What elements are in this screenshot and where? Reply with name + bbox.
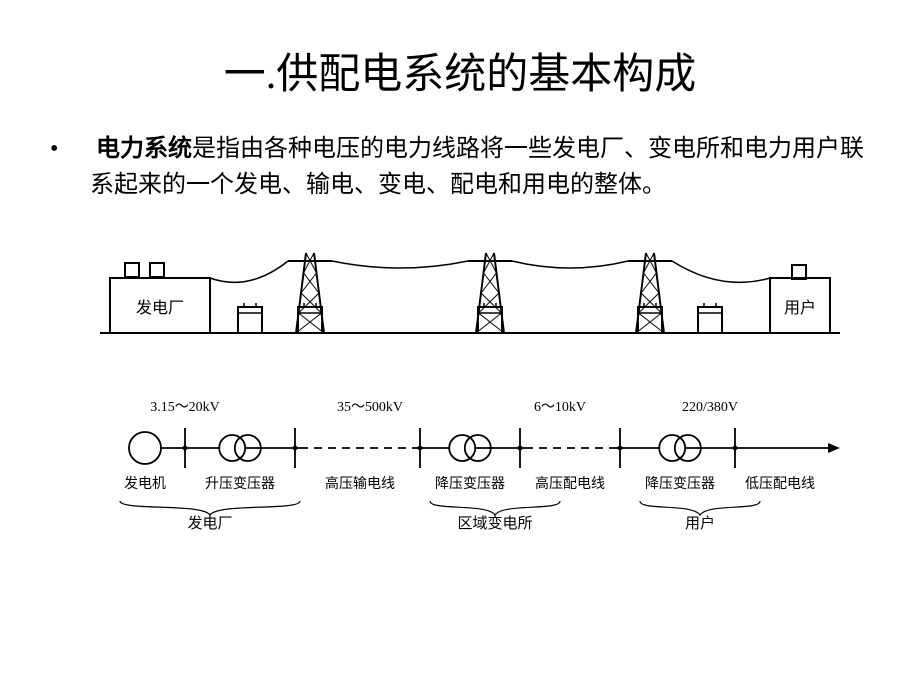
bold-term: 电力系统 <box>96 136 192 162</box>
svg-text:用户: 用户 <box>784 299 816 317</box>
svg-text:降压变压器: 降压变压器 <box>435 476 505 492</box>
svg-text:降压变压器: 降压变压器 <box>645 476 715 492</box>
svg-text:高压输电线: 高压输电线 <box>325 475 395 492</box>
diagram-container: 发电厂用户 3.15～20kV35～500kV6～10kV220/380V发电机… <box>70 233 850 543</box>
svg-text:6～10kV: 6～10kV <box>534 400 586 415</box>
svg-text:用户: 用户 <box>685 515 715 532</box>
power-system-schematic: 3.15～20kV 35～500kV 6～10kV 220/380V 发电机 升压变压器 高… <box>90 393 850 543</box>
svg-text:220/380V: 220/380V <box>682 400 738 415</box>
paragraph-rest: 是指由各种电压的电力线路将一些发电厂、变电所和电力用户联系起来的一个发电、输电、… <box>90 136 864 198</box>
power-system-illustration: 发电厂 用户 <box>90 233 850 363</box>
bullet-mark: • <box>70 131 90 167</box>
svg-text:升压变压器: 升压变压器 <box>205 476 275 492</box>
page-title: 一.供配电系统的基本构成 <box>50 40 870 101</box>
svg-text:区域变电所: 区域变电所 <box>457 515 532 532</box>
svg-text:35～500kV: 35～500kV <box>337 400 403 415</box>
body-paragraph: • 电力系统是指由各种电压的电力线路将一些发电厂、变电所和电力用户联系起来的一个… <box>50 131 870 203</box>
svg-text:发电机: 发电机 <box>124 476 166 492</box>
svg-text:发电厂: 发电厂 <box>136 299 184 317</box>
svg-text:高压配电线: 高压配电线 <box>535 475 605 492</box>
svg-text:3.15～20kV: 3.15～20kV <box>150 400 220 415</box>
svg-text:低压配电线: 低压配电线 <box>745 476 815 492</box>
svg-text:发电厂: 发电厂 <box>187 515 232 532</box>
